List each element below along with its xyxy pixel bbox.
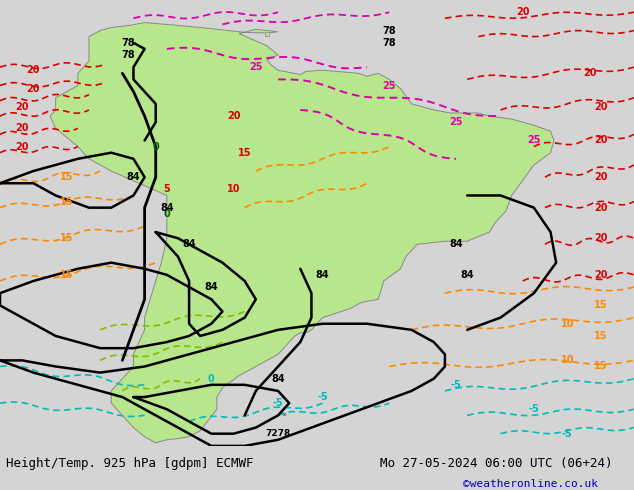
Text: 0: 0 [164,209,170,219]
Text: Mo 27-05-2024 06:00 UTC (06+24): Mo 27-05-2024 06:00 UTC (06+24) [380,457,613,469]
Text: 78: 78 [382,25,396,36]
Text: -5: -5 [451,380,462,390]
Text: 25: 25 [249,62,262,72]
Text: ©weatheronline.co.uk: ©weatheronline.co.uk [463,479,598,489]
Text: 84: 84 [205,282,218,292]
Text: 84: 84 [160,203,174,213]
Text: 20: 20 [583,68,596,78]
Text: 7278: 7278 [266,429,291,438]
Text: 25: 25 [450,117,463,127]
Text: 84: 84 [460,270,474,280]
Text: 78: 78 [382,38,396,48]
Text: 25: 25 [527,136,541,146]
Text: 15: 15 [594,300,607,310]
Text: 20: 20 [27,65,40,75]
Text: 0: 0 [208,374,215,384]
Text: 15: 15 [60,172,74,182]
Text: 84: 84 [127,172,140,182]
Text: 20: 20 [227,111,240,121]
Text: 20: 20 [15,142,29,151]
Text: -5: -5 [273,398,283,408]
Text: 25: 25 [382,80,396,91]
Text: -5: -5 [317,392,328,402]
Text: -5: -5 [529,404,540,414]
Text: 20: 20 [15,102,29,112]
Text: 84: 84 [316,270,330,280]
Text: 78: 78 [121,38,134,48]
Text: 20: 20 [516,7,529,17]
Text: 10: 10 [227,184,240,195]
Text: 10: 10 [560,318,574,329]
Text: 78: 78 [121,50,134,60]
Text: 10: 10 [560,355,574,366]
Text: 20: 20 [594,203,607,213]
Text: 84: 84 [450,239,463,249]
Polygon shape [50,23,554,443]
Text: 20: 20 [594,233,607,243]
Text: 5: 5 [164,184,170,195]
Text: 0: 0 [152,142,159,151]
Text: 20: 20 [594,172,607,182]
Text: 15: 15 [594,331,607,341]
Text: 20: 20 [594,270,607,280]
Text: 20: 20 [15,123,29,133]
Text: 20: 20 [27,84,40,94]
Text: 15: 15 [238,147,252,158]
Text: 84: 84 [271,374,285,384]
Text: 15: 15 [60,233,74,243]
Text: 84: 84 [183,239,196,249]
Text: 20: 20 [594,102,607,112]
Text: 15: 15 [60,270,74,280]
Text: 15: 15 [594,362,607,371]
Text: Height/Temp. 925 hPa [gdpm] ECMWF: Height/Temp. 925 hPa [gdpm] ECMWF [6,457,254,469]
Text: 15: 15 [60,196,74,207]
Text: -5: -5 [562,429,573,439]
Text: 20: 20 [594,136,607,146]
